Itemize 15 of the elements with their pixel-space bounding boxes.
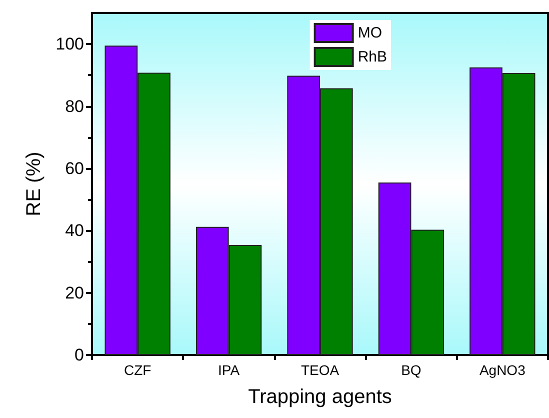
x-tick-label: AgNO3 xyxy=(479,362,526,378)
x-axis-title: Trapping agents xyxy=(248,386,392,408)
y-tick-label: 20 xyxy=(65,283,84,302)
x-tick-label: CZF xyxy=(124,362,152,378)
x-tick-label: TEOA xyxy=(300,362,340,378)
x-tick-label: IPA xyxy=(218,362,240,378)
y-tick-label: 40 xyxy=(65,221,84,240)
legend-label: MO xyxy=(358,24,382,42)
x-tick-label: BQ xyxy=(401,362,422,378)
y-tick-label: 80 xyxy=(65,96,84,116)
y-tick-label: 0 xyxy=(74,346,84,364)
y-tick-label: 60 xyxy=(65,158,84,178)
legend-label: RhB xyxy=(358,48,388,66)
y-axis-title: RE (%) xyxy=(23,152,45,216)
y-tick-label: 100 xyxy=(56,34,84,54)
